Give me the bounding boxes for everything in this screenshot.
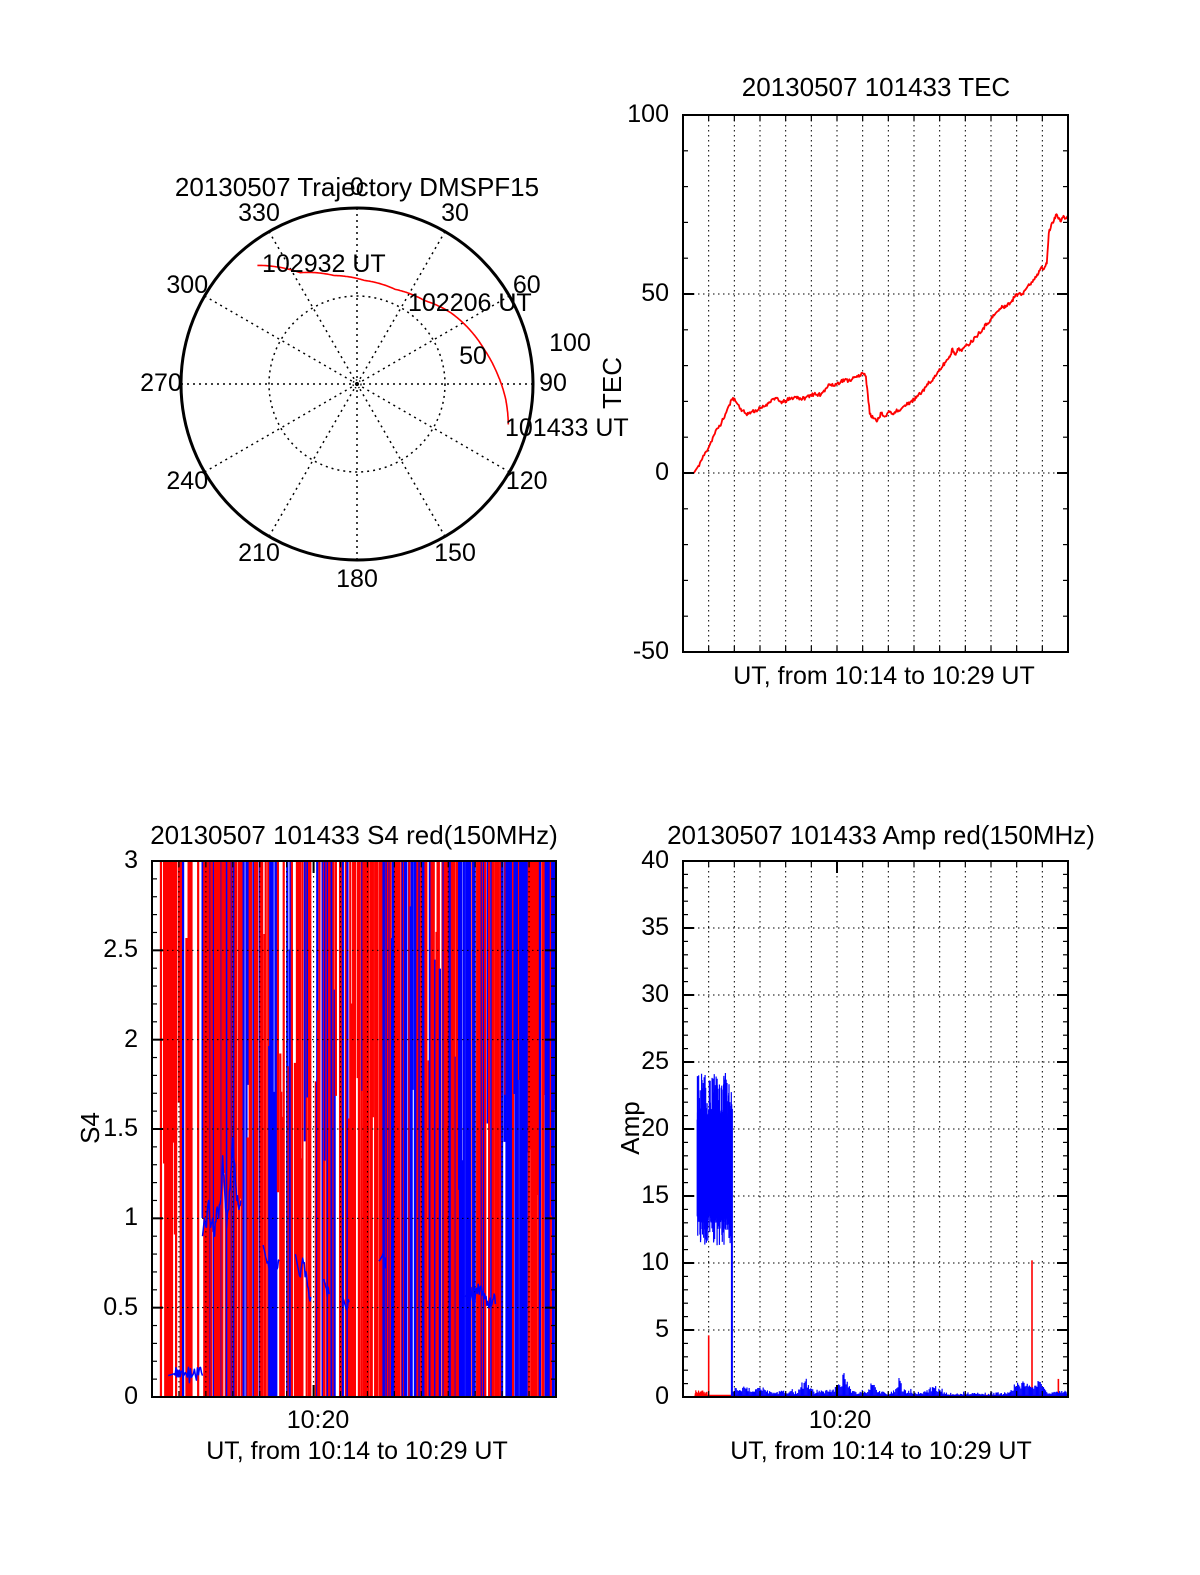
polar-azimuth-label-210: 210 <box>238 538 280 567</box>
tec-y-tick-label-100: 100 <box>627 100 669 128</box>
s4-y-tick-label-0.5: 0.5 <box>103 1292 138 1321</box>
trajectory-annotation-end: 101433 UT <box>505 414 629 442</box>
tec-y-tick-label--50: -50 <box>632 637 669 665</box>
amp-y-tick-label-25: 25 <box>641 1047 669 1075</box>
s4-x-axis-label: UT, from 10:14 to 10:29 UT <box>206 1437 508 1465</box>
s4-blue-trace <box>167 1137 497 1384</box>
polar-azimuth-label-240: 240 <box>166 467 209 495</box>
trajectory-annotation-start: 102932 UT <box>262 250 386 278</box>
amp-y-tick-label-10: 10 <box>641 1248 669 1276</box>
s4-plot <box>151 860 557 1398</box>
s4-x-tick-label: 10:20 <box>286 1406 350 1434</box>
tec-plot <box>682 114 1069 653</box>
s4-y-tick-label-0: 0 <box>124 1382 138 1410</box>
polar-azimuth-label-180: 180 <box>336 565 378 593</box>
tec-y-tick-label-0: 0 <box>655 458 669 486</box>
polar-azimuth-label-120: 120 <box>505 467 548 495</box>
polar-azimuth-label-300: 300 <box>166 271 209 299</box>
amp-y-tick-label-40: 40 <box>641 846 669 874</box>
s4-y-tick-label-1.5: 1.5 <box>103 1114 138 1142</box>
amp-y-tick-label-15: 15 <box>641 1181 669 1209</box>
polar-azimuth-label-0: 0 <box>350 173 364 201</box>
amp-x-tick-label: 10:20 <box>808 1406 872 1434</box>
tec-y-axis-label: TEC <box>597 357 627 409</box>
amp-plot <box>682 860 1069 1398</box>
amp-red-series <box>694 1260 1068 1397</box>
amp-title: 20130507 101433 Amp red(150MHz) <box>667 820 1095 850</box>
amp-y-tick-label-30: 30 <box>641 980 669 1008</box>
tec-title: 20130507 101433 TEC <box>741 72 1011 102</box>
tec-x-axis-label: UT, from 10:14 to 10:29 UT <box>733 662 1035 690</box>
s4-title: 20130507 101433 S4 red(150MHz) <box>150 820 558 850</box>
amp-blue-series <box>696 1073 1068 1397</box>
amp-x-axis-label: UT, from 10:14 to 10:29 UT <box>730 1437 1032 1465</box>
s4-y-tick-label-1: 1 <box>124 1203 138 1232</box>
amp-y-tick-label-0: 0 <box>655 1382 669 1410</box>
amp-y-tick-label-35: 35 <box>641 913 669 941</box>
s4-y-tick-label-2.5: 2.5 <box>103 935 138 964</box>
amp-y-tick-label-20: 20 <box>641 1114 669 1142</box>
polar-azimuth-label-30: 30 <box>441 199 469 228</box>
polar-title: 20130507 Trajectory DMSPF15 <box>174 172 540 202</box>
polar-azimuth-label-270: 270 <box>140 369 182 397</box>
tec-y-tick-label-50: 50 <box>641 279 669 307</box>
polar-azimuth-label-90: 90 <box>539 369 567 397</box>
trajectory-annotation-mid: 102206 UT <box>408 289 532 317</box>
polar-radial-label-50: 50 <box>459 342 487 370</box>
s4-y-tick-label-3: 3 <box>124 846 138 874</box>
polar-azimuth-label-60: 60 <box>512 271 541 299</box>
polar-radial-label-100: 100 <box>549 329 591 357</box>
polar-azimuth-label-150: 150 <box>434 538 476 567</box>
amp-y-tick-label-5: 5 <box>655 1315 669 1343</box>
s4-y-tick-label-2: 2 <box>124 1024 138 1053</box>
polar-plot <box>179 206 535 562</box>
polar-azimuth-label-330: 330 <box>238 199 280 228</box>
